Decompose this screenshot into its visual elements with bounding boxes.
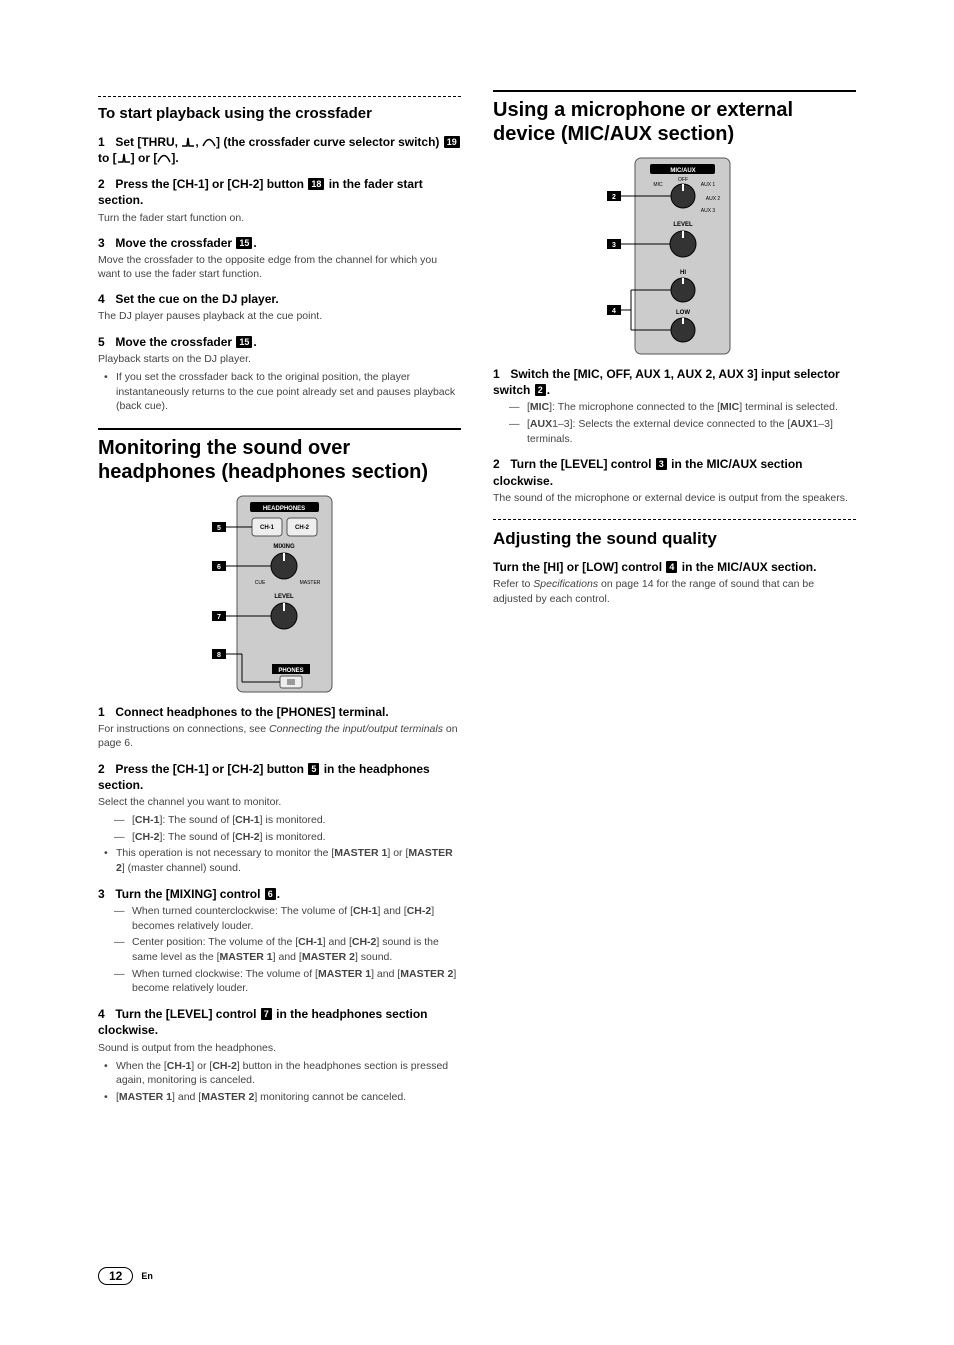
svg-text:2: 2 [612, 194, 616, 201]
headphones-diagram: HEADPHONES CH-1 CH-2 5 MIXING CUE MASTER… [98, 494, 461, 694]
ref-badge-18: 18 [308, 178, 324, 190]
curve-smooth-icon [157, 153, 171, 163]
step-body: Playback starts on the DJ player. [98, 352, 461, 366]
svg-text:7: 7 [217, 614, 221, 621]
step-body: Turn the fader start function on. [98, 211, 461, 225]
ref-badge-15: 15 [236, 336, 252, 348]
svg-text:LEVEL: LEVEL [274, 594, 294, 600]
ref-badge-19: 19 [444, 136, 460, 148]
ref-badge-6: 6 [265, 888, 276, 900]
list-item: Center position: The volume of the [CH-1… [132, 935, 461, 964]
svg-text:MIC: MIC [653, 182, 663, 188]
svg-text:MASTER: MASTER [300, 580, 321, 586]
step-body: The DJ player pauses playback at the cue… [98, 309, 461, 323]
list-item: If you set the crossfader back to the or… [116, 370, 461, 414]
svg-text:AUX 2: AUX 2 [705, 196, 720, 202]
list-item: When turned clockwise: The volume of [MA… [132, 967, 461, 996]
step: Turn the [HI] or [LOW] control 4 in the … [493, 559, 856, 575]
svg-text:6: 6 [217, 564, 221, 571]
step: 4 Set the cue on the DJ player. [98, 291, 461, 307]
ref-badge-15: 15 [236, 237, 252, 249]
svg-text:4: 4 [612, 308, 616, 315]
list-item: [CH-2]: The sound of [CH-2] is monitored… [132, 830, 461, 845]
step: 4 Turn the [LEVEL] control 7 in the head… [98, 1006, 461, 1038]
ref-badge-5: 5 [308, 763, 319, 775]
divider [98, 96, 461, 97]
step-body: Sound is output from the headphones. [98, 1041, 461, 1055]
step: 2 Turn the [LEVEL] control 3 in the MIC/… [493, 456, 856, 488]
svg-text:HI: HI [680, 270, 686, 276]
curve-steep-icon [181, 137, 195, 147]
list-item: [CH-1]: The sound of [CH-1] is monitored… [132, 813, 461, 828]
bullet-list: When the [CH-1] or [CH-2] button in the … [98, 1059, 461, 1105]
page-footer: 12 En [98, 1267, 856, 1285]
svg-text:3: 3 [612, 242, 616, 249]
svg-text:MIXING: MIXING [273, 544, 295, 550]
curve-steep-icon [117, 153, 131, 163]
list-item: When turned counterclockwise: The volume… [132, 904, 461, 933]
divider [493, 519, 856, 520]
step: 3 Turn the [MIXING] control 6. [98, 886, 461, 902]
step: 1 Set [THRU, , ] (the crossfader curve s… [98, 134, 461, 166]
list-item: This operation is not necessary to monit… [116, 846, 461, 875]
svg-text:LEVEL: LEVEL [673, 222, 693, 228]
divider [493, 90, 856, 92]
list-item: [AUX1–3]: Selects the external device co… [527, 417, 856, 446]
page-number: 12 [98, 1267, 133, 1285]
section-heading: Monitoring the sound over headphones (he… [98, 436, 461, 484]
step: 1 Switch the [MIC, OFF, AUX 1, AUX 2, AU… [493, 366, 856, 398]
step: 2 Press the [CH-1] or [CH-2] button 5 in… [98, 761, 461, 793]
section-heading: Using a microphone or external device (M… [493, 98, 856, 146]
svg-text:CUE: CUE [255, 580, 266, 586]
step: 1 Connect headphones to the [PHONES] ter… [98, 704, 461, 720]
svg-text:AUX 1: AUX 1 [700, 182, 715, 188]
section-heading: To start playback using the crossfader [98, 105, 461, 124]
bullet-list: If you set the crossfader back to the or… [98, 370, 461, 414]
bullet-list: This operation is not necessary to monit… [98, 846, 461, 875]
dash-list: When turned counterclockwise: The volume… [98, 904, 461, 996]
curve-smooth-icon [202, 137, 216, 147]
step: 5 Move the crossfader 15. [98, 334, 461, 350]
section-heading: Adjusting the sound quality [493, 528, 856, 549]
list-item: [MIC]: The microphone connected to the [… [527, 400, 856, 415]
step-body: The sound of the microphone or external … [493, 491, 856, 505]
step-body: Refer to Specifications on page 14 for t… [493, 577, 856, 605]
svg-text:8: 8 [217, 652, 221, 659]
svg-text:5: 5 [217, 525, 221, 532]
svg-text:CH-2: CH-2 [295, 525, 310, 531]
step-body: Move the crossfader to the opposite edge… [98, 253, 461, 281]
svg-text:OFF: OFF [678, 177, 688, 183]
svg-text:LOW: LOW [676, 310, 690, 316]
page-lang: En [141, 1271, 153, 1281]
step: 3 Move the crossfader 15. [98, 235, 461, 251]
ref-badge-4: 4 [666, 561, 677, 573]
svg-text:HEADPHONES: HEADPHONES [263, 506, 305, 512]
ref-badge-3: 3 [656, 458, 667, 470]
list-item: [MASTER 1] and [MASTER 2] monitoring can… [116, 1090, 461, 1105]
divider [98, 428, 461, 430]
svg-text:MIC/AUX: MIC/AUX [670, 168, 695, 174]
step-body: Select the channel you want to monitor. [98, 795, 461, 809]
micaux-diagram: MIC/AUX MIC OFF AUX 1 AUX 2 AUX 3 2 LEVE… [493, 156, 856, 356]
svg-text:CH-1: CH-1 [260, 525, 275, 531]
step: 2 Press the [CH-1] or [CH-2] button 18 i… [98, 176, 461, 208]
step-body: For instructions on connections, see Con… [98, 722, 461, 750]
ref-badge-2: 2 [535, 384, 546, 396]
svg-text:PHONES: PHONES [278, 668, 303, 674]
ref-badge-7: 7 [261, 1008, 272, 1020]
dash-list: [CH-1]: The sound of [CH-1] is monitored… [98, 813, 461, 844]
dash-list: [MIC]: The microphone connected to the [… [493, 400, 856, 446]
list-item: When the [CH-1] or [CH-2] button in the … [116, 1059, 461, 1088]
svg-text:AUX 3: AUX 3 [700, 208, 715, 214]
